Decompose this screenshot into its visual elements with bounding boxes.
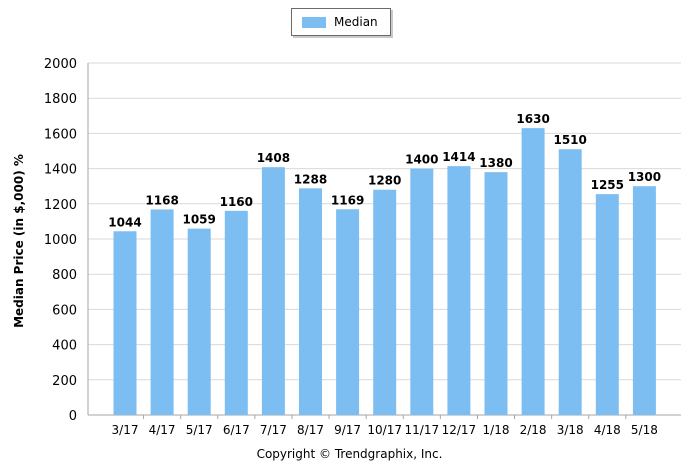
x-tick-label: 12/17 [442,423,477,437]
x-tick-label: 3/18 [557,423,584,437]
data-label: 1169 [331,193,364,207]
bar [299,188,322,415]
bar [484,172,508,415]
data-label: 1408 [257,151,290,165]
y-tick-label: 1400 [44,163,77,178]
bar [150,209,174,415]
bar [410,168,434,415]
legend-swatch [302,16,326,28]
x-tick-label: 3/17 [112,423,139,437]
data-label: 1380 [479,156,512,170]
x-tick-label: 7/17 [260,423,287,437]
y-tick-label: 1800 [44,92,77,107]
y-tick-label: 1600 [44,127,77,142]
data-label: 1044 [108,215,141,229]
bar [632,186,656,415]
bar [447,166,471,415]
x-tick-label: 8/17 [297,423,324,437]
data-label: 1168 [145,193,178,207]
x-tick-label: 2/18 [520,423,547,437]
bar [373,189,397,415]
x-tick-label: 4/18 [594,423,621,437]
y-tick-label: 600 [52,303,77,318]
x-tick-label: 1/18 [483,423,510,437]
data-label: 1255 [591,178,624,192]
x-tick-label: 4/17 [149,423,176,437]
data-label: 1400 [405,153,438,167]
data-label: 1414 [442,150,475,164]
x-tick-label: 10/17 [367,423,402,437]
y-tick-label: 400 [52,339,77,354]
data-label: 1510 [553,133,586,147]
y-tick-label: 200 [52,374,77,389]
copyright-text: Copyright © Trendgraphix, Inc. [256,447,443,461]
data-label: 1160 [220,195,253,209]
data-label: 1280 [368,174,401,188]
data-label: 1059 [182,213,215,227]
bar [595,194,619,415]
data-label: 1288 [294,172,327,186]
y-tick-label: 1200 [44,198,77,213]
x-tick-label: 5/18 [631,423,658,437]
y-tick-label: 800 [52,268,77,283]
y-tick-label: 0 [69,409,77,424]
x-tick-label: 11/17 [405,423,440,437]
bar [558,149,582,416]
bar [261,167,285,415]
bar [336,209,360,415]
bar [113,231,137,415]
legend: Median [291,8,391,36]
x-tick-label: 6/17 [223,423,250,437]
bar [187,228,211,415]
bar [224,210,248,415]
x-tick-label: 5/17 [186,423,213,437]
bar [521,128,545,415]
data-label: 1630 [516,112,549,126]
y-tick-label: 1000 [44,233,77,248]
data-label: 1300 [628,170,661,184]
legend-label: Median [334,15,378,29]
x-tick-label: 9/17 [334,423,361,437]
y-tick-label: 2000 [44,57,77,72]
